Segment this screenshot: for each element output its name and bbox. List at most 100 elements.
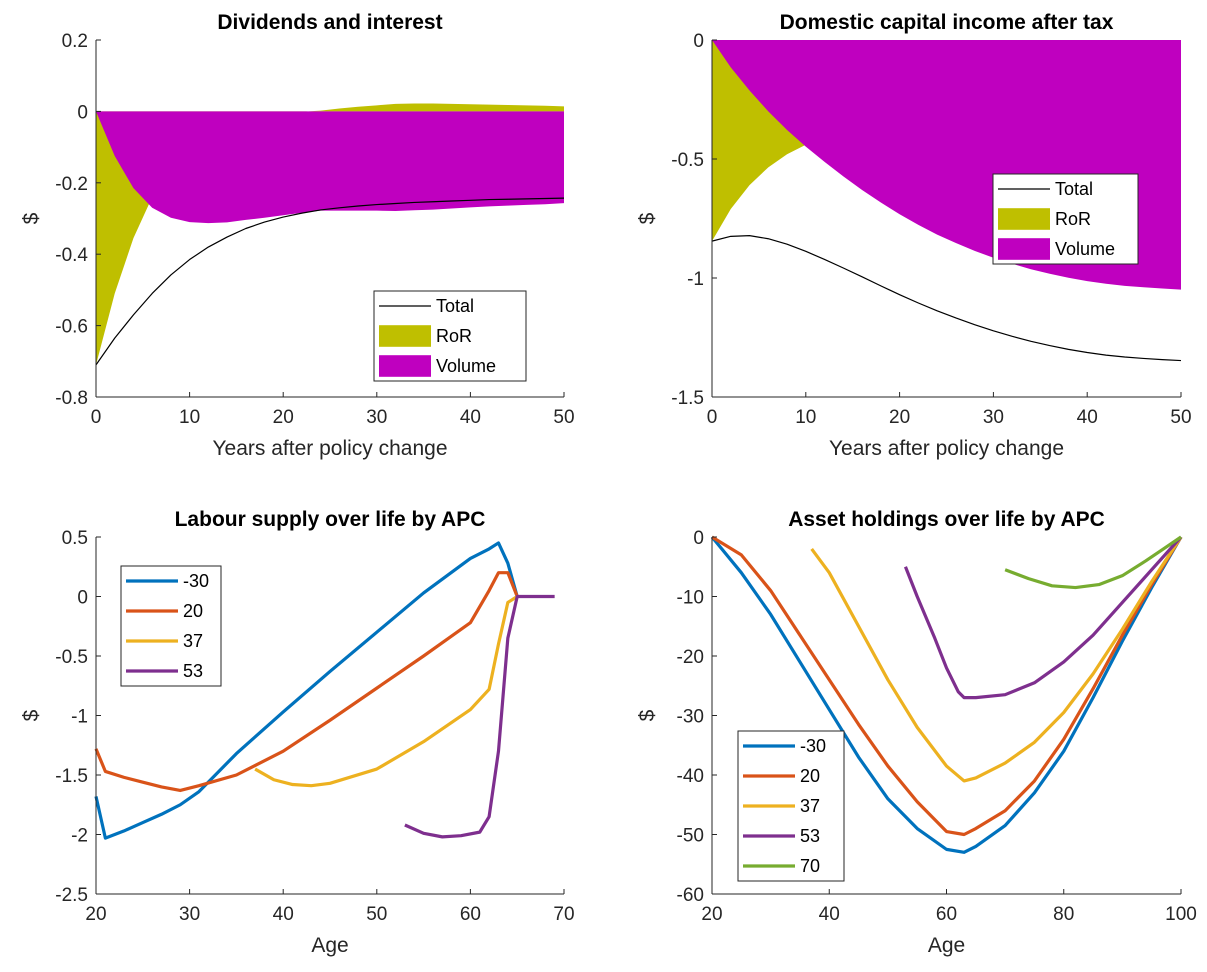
y-tick-label: -50	[677, 826, 704, 847]
y-tick-label: -60	[677, 885, 704, 906]
legend-label: Volume	[1055, 239, 1115, 259]
y-tick-label: -1	[687, 269, 704, 290]
legend-label: Total	[1055, 179, 1093, 199]
chart-title: Dividends and interest	[217, 11, 442, 34]
y-tick-label: -10	[677, 588, 704, 609]
x-tick-label: 60	[460, 904, 481, 925]
legend-label: 20	[800, 766, 820, 786]
legend-swatch	[379, 355, 431, 377]
series-line-20	[94, 571, 519, 793]
x-tick-label: 40	[273, 904, 294, 925]
y-tick-label: 0	[693, 31, 704, 52]
x-axis-label: Age	[928, 934, 965, 957]
x-tick-label: 50	[1170, 407, 1191, 428]
series-line-37	[810, 536, 1183, 783]
series-line--30	[710, 535, 1183, 854]
y-tick-label: -1.5	[671, 388, 704, 409]
x-tick-label: 10	[795, 407, 816, 428]
y-tick-label: -0.6	[55, 317, 88, 338]
x-tick-label: 20	[85, 904, 106, 925]
legend-label: Total	[436, 296, 474, 316]
y-tick-label: -2	[71, 826, 88, 847]
legend-label: 53	[183, 661, 203, 681]
y-tick-label: 0.2	[62, 31, 88, 52]
series-area-volume	[96, 111, 564, 224]
legend-label: RoR	[1055, 209, 1091, 229]
y-tick-label: -2.5	[55, 885, 88, 906]
x-tick-label: 40	[460, 407, 481, 428]
legend-label: RoR	[436, 326, 472, 346]
chart-1: 0 10 20 30 40 50 -0.8 -0.6 -0.4 -0.2 0 0.2 Dividends…	[20, 11, 575, 460]
legend-label: -30	[800, 736, 826, 756]
y-tick-label: -0.2	[55, 174, 88, 195]
legend: -30 20 37 53	[120, 565, 222, 687]
x-tick-label: 20	[273, 407, 294, 428]
x-tick-label: 70	[553, 904, 574, 925]
x-tick-label: 100	[1165, 904, 1197, 925]
series-line-Total	[711, 235, 1182, 362]
chart-4: 20 40 60 80 100 -60 -50 -40 -30 -20 -10 0 Asset hold…	[636, 508, 1197, 957]
series-line-53	[903, 535, 1183, 700]
y-tick-label: -1.5	[55, 766, 88, 787]
x-tick-label: 50	[553, 407, 574, 428]
y-axis-label: $	[636, 709, 659, 721]
legend-swatch	[998, 208, 1050, 230]
y-tick-label: 0	[693, 528, 704, 549]
chart-3: 20 30 40 50 60 70 -2.5 -2 -1.5 -1 -0.5 0 0.5 Labour s…	[20, 508, 575, 957]
x-tick-label: 0	[707, 407, 718, 428]
chart-title: Labour supply over life by APC	[175, 508, 486, 531]
legend-label: 37	[800, 796, 820, 816]
y-tick-label: -40	[677, 766, 704, 787]
legend-label: 70	[800, 856, 820, 876]
legend: -30 20 37 53 70	[737, 730, 845, 882]
chart-title: Domestic capital income after tax	[780, 11, 1114, 34]
x-axis-label: Years after policy change	[829, 437, 1064, 460]
chart-2: 0 10 20 30 40 50 -1.5 -1 -0.5 0 Domestic capital i…	[636, 11, 1192, 460]
series-line-53	[404, 594, 555, 839]
x-tick-label: 20	[889, 407, 910, 428]
y-tick-label: 0	[77, 588, 88, 609]
y-tick-label: -0.5	[671, 150, 704, 171]
series-line-70	[1004, 535, 1182, 590]
x-tick-label: 10	[179, 407, 200, 428]
y-axis-label: $	[20, 212, 43, 224]
series-line--30	[94, 541, 519, 840]
y-tick-label: -1	[71, 707, 88, 728]
x-axis-label: Years after policy change	[212, 437, 447, 460]
legend: Total RoR Volume	[992, 173, 1139, 265]
legend-label: Volume	[436, 356, 496, 376]
x-tick-label: 80	[1053, 904, 1074, 925]
x-tick-label: 40	[819, 904, 840, 925]
legend-swatch	[998, 238, 1050, 260]
legend-label: 20	[183, 601, 203, 621]
legend-swatch	[379, 325, 431, 347]
y-tick-label: 0	[77, 102, 88, 123]
x-tick-label: 40	[1077, 407, 1098, 428]
x-tick-label: 0	[91, 407, 102, 428]
legend-box	[120, 565, 222, 687]
legend-label: -30	[183, 571, 209, 591]
series-line-37	[254, 595, 519, 788]
x-tick-label: 30	[179, 904, 200, 925]
legend-label: 37	[183, 631, 203, 651]
y-tick-label: -30	[677, 707, 704, 728]
x-tick-label: 60	[936, 904, 957, 925]
y-axis-label: $	[636, 212, 659, 224]
y-tick-label: -0.5	[55, 647, 88, 668]
chart-title: Asset holdings over life by APC	[788, 508, 1105, 531]
series-line-20	[711, 535, 1183, 837]
x-tick-label: 30	[366, 407, 387, 428]
y-axis-label: $	[20, 709, 43, 721]
y-tick-label: -0.4	[55, 245, 88, 266]
x-axis-label: Age	[311, 934, 348, 957]
y-tick-label: -0.8	[55, 388, 88, 409]
y-tick-label: 0.5	[62, 528, 88, 549]
series-line-Total	[95, 197, 565, 366]
x-tick-label: 30	[983, 407, 1004, 428]
y-tick-label: -20	[677, 647, 704, 668]
x-tick-label: 20	[701, 904, 722, 925]
legend-label: 53	[800, 826, 820, 846]
legend: Total RoR Volume	[373, 290, 527, 382]
x-tick-label: 50	[366, 904, 387, 925]
